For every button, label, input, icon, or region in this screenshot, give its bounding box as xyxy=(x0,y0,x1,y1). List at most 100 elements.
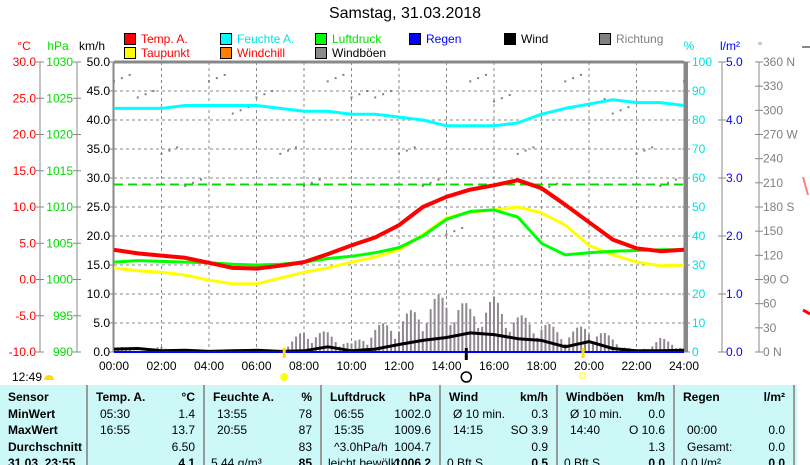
rain-tick-label: 4.0 xyxy=(726,113,743,127)
direction-point xyxy=(603,98,606,101)
direction-point xyxy=(500,97,503,100)
legend-label: Richtung xyxy=(616,32,664,46)
direction-point xyxy=(516,152,519,155)
speed-tick-label: 15.0 xyxy=(87,258,111,272)
table-cell-value: 83 xyxy=(298,440,312,454)
table-cell-info: Gesamt: xyxy=(687,440,733,454)
direction-point xyxy=(389,90,392,92)
table-cell-value: 1009.6 xyxy=(394,423,431,437)
legend-label: Taupunkt xyxy=(141,46,190,60)
table-header: Feuchte A. xyxy=(213,390,274,404)
pressure-tick-label: 1005 xyxy=(46,236,73,250)
time-tick-label: 04:00 xyxy=(194,359,224,373)
table-cell-info: 5.44 g/m³ xyxy=(211,456,262,465)
table-header: Windböen xyxy=(566,390,624,404)
pressure-tick-label: 1030 xyxy=(46,55,73,69)
time-tick-label: 12:00 xyxy=(384,359,414,373)
direction-tick-label: 330 xyxy=(763,79,783,93)
current-time: 12:49 xyxy=(12,370,55,384)
temp-tick-label: -5.0 xyxy=(15,309,36,323)
legend-item-windböen[interactable]: Windböen xyxy=(315,46,386,60)
table-row-label: MinWert xyxy=(8,407,56,421)
pressure-tick-label: 1025 xyxy=(46,91,73,105)
rain-tick-label: 0.0 xyxy=(726,345,743,359)
rain-tick-label: 3.0 xyxy=(726,171,743,185)
table-cell-value: 85 xyxy=(298,456,312,465)
chart: 30.025.020.015.010.05.00.0-5.0-10.0°C103… xyxy=(9,39,810,383)
table-cell-info: ^3.0hPa/h xyxy=(334,440,388,454)
direction-tick-label: 240 xyxy=(763,152,783,166)
table-header-unit: km/h xyxy=(636,390,665,404)
legend-item-temp-a[interactable]: Temp. A. xyxy=(124,32,188,46)
table-column-separator xyxy=(322,385,441,465)
direction-point xyxy=(303,185,305,188)
speed-tick-label: 45.0 xyxy=(87,84,111,98)
direction-tick-label: 30 xyxy=(763,321,777,335)
table-cell-info: 15:35 xyxy=(334,423,365,437)
direction-point xyxy=(318,178,321,181)
direction-point xyxy=(215,77,218,80)
legend-item-taupunkt[interactable]: Taupunkt xyxy=(124,46,190,60)
direction-point xyxy=(366,90,369,92)
speed-tick-label: 0.0 xyxy=(93,345,110,359)
table-cell-value: 87 xyxy=(298,423,312,437)
direction-tick-label: 0 N xyxy=(763,345,782,359)
direction-point xyxy=(477,77,480,80)
direction-point xyxy=(294,146,297,149)
temp-tick-label: 20.0 xyxy=(13,128,37,142)
direction-point xyxy=(255,96,258,99)
time-tick-label: 10:00 xyxy=(336,359,366,373)
sunset-icon xyxy=(579,372,586,379)
direction-point xyxy=(326,80,329,83)
legend-item-windchill[interactable]: Windchill xyxy=(220,46,285,60)
table-cell-value: 6.50 xyxy=(171,440,195,454)
direction-point xyxy=(342,73,345,76)
direction-point xyxy=(508,94,511,97)
humidity-unit-label: % xyxy=(684,39,695,53)
direction-point xyxy=(398,152,400,155)
direction-point xyxy=(279,152,282,155)
table-cell-value: 78 xyxy=(298,407,312,421)
speed-tick-label: 20.0 xyxy=(87,229,111,243)
sun-icon xyxy=(280,373,289,381)
legend-swatch xyxy=(124,33,136,45)
speed-tick-label: 30.0 xyxy=(87,171,111,185)
legend-swatch xyxy=(220,33,232,45)
legend-item-feuchte-a[interactable]: Feuchte A. xyxy=(220,32,294,46)
table-cell-value: 0.3 xyxy=(531,407,548,421)
table-column-separator xyxy=(88,385,205,465)
legend-label: Windböen xyxy=(332,46,387,60)
direction-tick-label: 60 xyxy=(763,297,777,311)
direction-point xyxy=(144,93,147,96)
table-header-unit: l/m² xyxy=(763,390,785,404)
table-cell-info: 20:55 xyxy=(217,423,248,437)
direction-point xyxy=(619,109,622,112)
temp-tick-label: 5.0 xyxy=(19,236,36,250)
statistics-table: Sensor Temp. A. °C Feuchte A.% Luftdruck hPa W… xyxy=(0,385,797,465)
direction-point xyxy=(113,80,115,83)
table-cell-value: 0.9 xyxy=(531,440,548,454)
speed-tick-label: 50.0 xyxy=(87,55,111,69)
table-cell-info: 00:00 xyxy=(687,423,718,437)
legend-item-wind[interactable]: Wind xyxy=(504,32,548,46)
temp-tick-label: 10.0 xyxy=(13,200,37,214)
time-tick-label: 20:00 xyxy=(574,359,604,373)
pressure-tick-label: 990 xyxy=(53,345,73,359)
table-cell-value: SO 3.9 xyxy=(510,423,548,437)
direction-tick-label: 300 xyxy=(763,103,783,117)
legend-item-regen[interactable]: Regen xyxy=(409,32,461,46)
table-cell-value: 0.0 xyxy=(648,407,665,421)
temp-tick-label: 30.0 xyxy=(13,55,37,69)
speed-unit-label: km/h xyxy=(79,39,105,53)
humidity-tick-label: 60 xyxy=(692,171,706,185)
direction-unit-label: ° xyxy=(758,39,763,53)
direction-point xyxy=(627,106,630,109)
legend-item-richtung[interactable]: Richtung xyxy=(599,32,663,46)
temp-tick-label: 0.0 xyxy=(19,273,36,287)
table-column-separator xyxy=(205,385,322,465)
table-cell-info: 13:55 xyxy=(217,407,248,421)
direction-point xyxy=(493,100,495,103)
direction-point xyxy=(120,77,123,80)
legend-item-luftdruck[interactable]: Luftdruck xyxy=(315,32,381,46)
table-header-unit: % xyxy=(301,390,312,404)
